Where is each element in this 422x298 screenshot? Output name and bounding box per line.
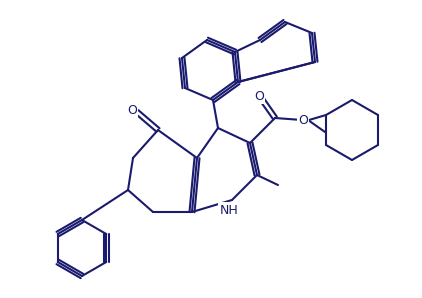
Text: O: O bbox=[127, 103, 137, 117]
Text: NH: NH bbox=[219, 204, 238, 217]
Text: O: O bbox=[298, 114, 308, 126]
Text: O: O bbox=[254, 89, 264, 103]
